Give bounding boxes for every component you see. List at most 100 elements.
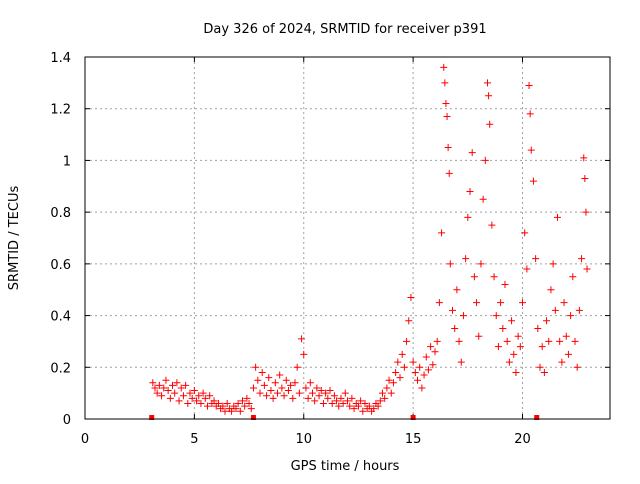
data-point	[298, 335, 306, 343]
data-point	[389, 379, 397, 387]
data-point	[477, 260, 485, 268]
data-point	[236, 407, 244, 415]
data-point	[424, 366, 432, 374]
data-point	[177, 384, 185, 392]
data-point	[263, 392, 271, 400]
data-point	[407, 293, 415, 301]
data-point	[534, 325, 542, 332]
data-point	[519, 299, 526, 307]
data-point	[311, 397, 319, 405]
data-point	[276, 371, 284, 379]
chart-title: Day 326 of 2024, SRMTID for receiver p39…	[203, 22, 486, 37]
data-point	[510, 350, 518, 358]
y-tick-label: 0.8	[50, 206, 71, 221]
data-point	[254, 376, 262, 384]
data-point	[486, 120, 494, 128]
x-tick-label: 10	[295, 432, 312, 447]
data-point	[280, 392, 288, 400]
data-point	[306, 379, 314, 387]
data-point	[490, 273, 498, 281]
data-point	[387, 389, 395, 397]
data-point	[492, 312, 500, 320]
data-point	[243, 394, 251, 402]
data-point	[186, 389, 194, 397]
data-point	[442, 100, 450, 108]
data-point	[441, 79, 449, 87]
data-point	[317, 387, 325, 395]
data-point	[446, 260, 454, 268]
data-point	[188, 394, 196, 402]
data-point	[337, 394, 345, 402]
data-point	[416, 363, 424, 371]
data-point	[315, 392, 323, 400]
data-point	[501, 281, 509, 289]
data-point	[405, 317, 413, 325]
data-point	[581, 175, 589, 183]
data-point	[293, 363, 301, 371]
data-point	[324, 394, 332, 402]
data-point	[525, 81, 533, 89]
data-point	[583, 265, 591, 273]
data-point	[260, 381, 268, 389]
data-point	[210, 397, 218, 405]
y-tick-label: 1	[63, 154, 71, 169]
data-point	[284, 387, 292, 395]
data-point	[341, 389, 349, 397]
data-point	[455, 337, 463, 345]
data-point	[258, 368, 266, 376]
data-point	[449, 306, 456, 314]
data-point	[394, 358, 402, 366]
data-point	[551, 306, 559, 314]
data-point	[414, 376, 421, 384]
data-point	[271, 379, 279, 387]
data-point	[206, 392, 214, 400]
data-point	[300, 350, 308, 358]
data-point	[179, 392, 187, 400]
data-point	[232, 405, 240, 413]
data-point	[564, 350, 572, 358]
data-point	[282, 376, 290, 384]
y-tick-label: 0.4	[50, 310, 71, 325]
data-point	[265, 374, 273, 382]
data-point	[175, 397, 183, 405]
data-point	[204, 402, 211, 410]
y-tick-label: 0.6	[50, 258, 71, 273]
data-point	[457, 358, 465, 366]
data-point	[302, 384, 310, 392]
data-point	[241, 402, 249, 410]
data-point	[319, 399, 327, 407]
data-point	[562, 332, 570, 340]
data-point	[571, 337, 579, 345]
data-point	[523, 265, 531, 273]
data-point	[470, 273, 478, 281]
data-point	[556, 337, 564, 345]
data-point	[505, 358, 513, 366]
data-point	[278, 384, 286, 392]
data-point	[508, 317, 516, 325]
data-point	[153, 389, 161, 397]
y-tick-label: 1.4	[50, 51, 71, 66]
data-point	[427, 343, 435, 351]
data-point	[398, 350, 406, 358]
data-point	[381, 394, 389, 402]
data-point	[374, 402, 382, 410]
data-point	[540, 368, 548, 376]
data-point	[182, 381, 190, 389]
data-point	[195, 392, 203, 400]
data-point	[545, 337, 553, 345]
data-point	[560, 299, 568, 307]
data-point	[335, 402, 343, 410]
baseline-marker	[250, 415, 256, 420]
data-point	[249, 384, 257, 392]
data-point	[239, 397, 246, 405]
data-point	[532, 255, 540, 263]
data-point	[228, 407, 236, 415]
data-point	[526, 110, 534, 118]
data-point	[433, 337, 441, 345]
data-point	[466, 187, 474, 195]
baseline-marker	[410, 415, 416, 420]
data-point	[160, 384, 168, 392]
data-point	[376, 397, 384, 405]
data-point	[149, 379, 157, 387]
data-point	[529, 177, 537, 185]
